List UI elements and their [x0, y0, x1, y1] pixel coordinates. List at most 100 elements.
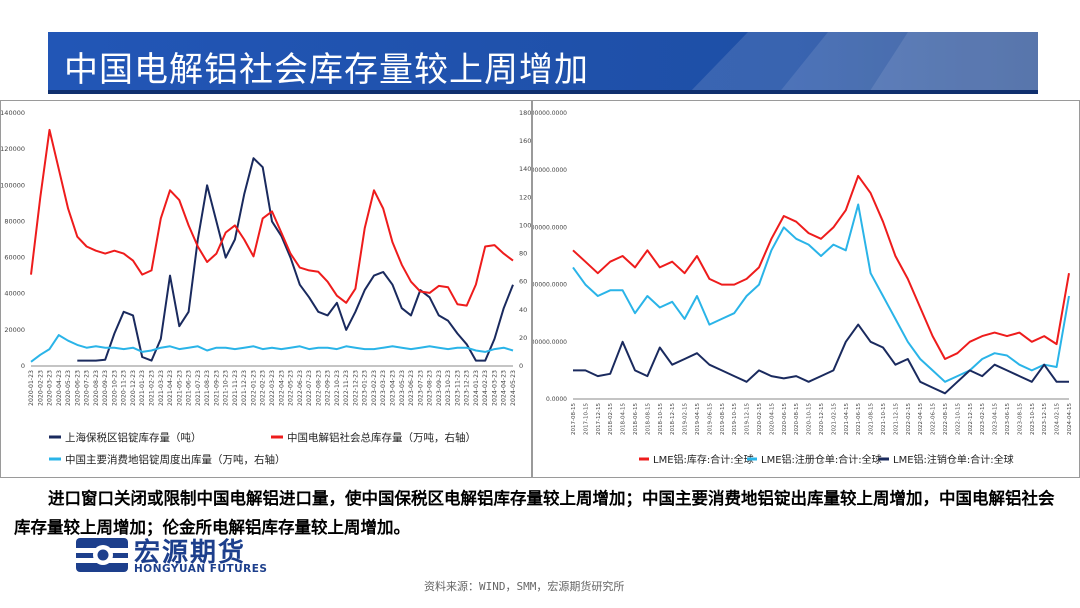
x-axis-tick-label: 2022-05-23 — [288, 370, 295, 406]
x-axis-tick-label: 2023-01-23 — [362, 370, 369, 406]
x-axis-tick-label: 2019-12-15 — [745, 403, 751, 435]
x-axis-tick-label: 2024-02-15 — [1055, 403, 1061, 435]
x-axis-tick-label: 2020-05-23 — [65, 370, 72, 406]
x-axis-tick-label: 2023-02-23 — [371, 370, 378, 406]
x-axis-tick-label: 2021-10-15 — [881, 403, 887, 435]
x-axis-tick-label: 2023-08-23 — [427, 370, 434, 406]
data-source: 资料来源：WIND，SMM，宏源期货研究所 — [424, 580, 625, 593]
logo-icon — [74, 538, 132, 572]
legend-label: 中国主要消费地铝锭周度出库量（万吨，右轴） — [65, 453, 286, 466]
x-axis-tick-label: 2018-12-15 — [670, 403, 676, 435]
x-axis-tick-label: 2021-10-23 — [223, 370, 230, 406]
right-axis-tick-label: 140 — [519, 165, 531, 173]
left-axis-tick-label: 100000 — [1, 181, 25, 189]
x-axis-tick-label: 2020-04-23 — [56, 370, 63, 406]
right-axis-tick-label: 80 — [519, 250, 527, 258]
x-axis-tick-label: 2020-02-15 — [757, 403, 763, 435]
x-axis-tick-label: 2022-07-23 — [306, 370, 313, 406]
x-axis-tick-label: 2020-03-23 — [47, 370, 54, 406]
x-axis-tick-label: 2021-07-23 — [195, 370, 202, 406]
right-axis-tick-label: 120 — [519, 193, 531, 201]
x-axis-tick-label: 2022-12-23 — [352, 370, 359, 406]
x-axis-tick-label: 2023-06-15 — [1005, 403, 1011, 435]
left-chart-panel: 0 20000 40000 60000 80000 100000 120000 140000 0… — [0, 100, 532, 478]
x-axis-tick-label: 2023-11-23 — [454, 370, 461, 406]
x-axis-tick-label: 2021-08-23 — [204, 370, 211, 406]
summary-text: 进口窗口关闭或限制中国电解铝进口量，使中国保税区电解铝库存量较上周增加；中国主要… — [14, 489, 1055, 537]
left-axis-tick-label: 0.0000 — [546, 396, 567, 403]
x-axis-tick-label: 2018-02-15 — [608, 403, 614, 435]
x-axis-tick-label: 2020-06-15 — [782, 403, 788, 435]
banner-background — [48, 32, 1038, 94]
x-axis-tick-label: 2022-04-23 — [278, 370, 285, 406]
x-axis-tick-label: 2019-08-15 — [720, 403, 726, 435]
x-axis-tick-label: 2020-07-23 — [84, 370, 91, 406]
x-axis-tick-label: 2020-04-15 — [769, 403, 775, 435]
x-axis-tick-label: 2023-08-15 — [1017, 403, 1023, 435]
x-axis-tick-label: 2019-02-15 — [683, 403, 689, 435]
x-axis-tick-label: 2021-12-15 — [893, 403, 899, 435]
x-axis-tick-label: 2021-04-23 — [167, 370, 174, 406]
x-axis-tick-label: 2021-06-15 — [856, 403, 862, 435]
x-axis-tick-label: 2022-10-15 — [955, 403, 961, 435]
x-axis-tick-label: 2020-01-23 — [28, 370, 35, 406]
left-axis-tick-label: 80000 — [4, 217, 25, 225]
x-axis-tick-label: 2021-06-23 — [186, 370, 193, 406]
right-axis-tick-label: 180 — [519, 109, 531, 117]
x-axis-tick-label: 2024-01-23 — [473, 370, 480, 406]
x-axis-tick-label: 2020-12-15 — [819, 403, 825, 435]
x-axis-tick-label: 2021-02-15 — [831, 403, 837, 435]
left-axis-tick-label: 2500000.0000 — [533, 110, 567, 117]
x-axis-tick-label: 2023-05-23 — [399, 370, 406, 406]
x-axis-tick-label: 2024-04-15 — [1067, 403, 1073, 435]
left-axis-tick-label: 60000 — [4, 254, 25, 262]
x-axis-tick-label: 2022-08-15 — [943, 403, 949, 435]
x-axis-tick-label: 2021-12-23 — [241, 370, 248, 406]
series-line-0 — [572, 174, 1070, 360]
legend-label: LME铝:注册仓单:合计:全球 — [761, 453, 882, 466]
logo-chinese-name: 宏源期货 — [134, 538, 247, 568]
lme-inventory-chart: 0.0000 500000.0000 1000000.0000 1500000.000… — [533, 110, 1073, 466]
x-axis-tick-label: 2018-10-15 — [658, 403, 664, 435]
legend-label: 中国电解铝社会总库存量（万吨，右轴） — [287, 431, 476, 444]
x-axis-tick-label: 2023-12-23 — [464, 370, 471, 406]
x-axis-tick-label: 2018-04-15 — [621, 403, 627, 435]
x-axis-tick-label: 2023-04-15 — [993, 403, 999, 435]
left-axis-tick-label: 2000000.0000 — [533, 167, 567, 174]
left-axis-tick-label: 140000 — [1, 109, 25, 117]
x-axis-tick-label: 2019-10-15 — [732, 403, 738, 435]
x-axis-tick-label: 2020-12-23 — [130, 370, 137, 406]
x-axis-tick-label: 2021-02-23 — [149, 370, 156, 406]
x-axis-tick-label: 2022-10-23 — [334, 370, 341, 406]
x-axis-tick-label: 2024-02-23 — [482, 370, 489, 406]
right-axis-tick-label: 40 — [519, 306, 527, 314]
x-axis-tick-label: 2022-06-15 — [931, 403, 937, 435]
x-axis-tick-label: 2023-12-15 — [1042, 403, 1048, 435]
x-axis-tick-label: 2020-11-23 — [121, 370, 128, 406]
x-axis-tick-label: 2024-03-23 — [491, 370, 498, 406]
left-axis-tick-label: 20000 — [4, 326, 25, 334]
left-axis-tick-label: 0 — [21, 362, 25, 370]
x-axis-tick-label: 2023-10-23 — [445, 370, 452, 406]
left-axis-tick-label: 40000 — [4, 290, 25, 298]
right-chart-panel: 0.0000 500000.0000 1000000.0000 1500000.000… — [532, 100, 1080, 478]
x-axis-tick-label: 2022-08-23 — [315, 370, 322, 406]
right-axis-tick-label: 60 — [519, 278, 527, 286]
left-axis-tick-label: 120000 — [1, 145, 25, 153]
x-axis-tick-label: 2019-04-15 — [695, 403, 701, 435]
x-axis-tick-label: 2022-11-23 — [343, 370, 350, 406]
legend-label: LME铝:注销仓单:合计:全球 — [893, 453, 1014, 466]
x-axis-tick-label: 2022-12-15 — [968, 403, 974, 435]
page-title: 中国电解铝社会库存量较上周增加 — [64, 50, 589, 90]
x-axis-tick-label: 2017-08-15 — [571, 403, 577, 435]
x-axis-tick-label: 2021-08-15 — [869, 403, 875, 435]
title-banner: 中国电解铝社会库存量较上周增加 — [48, 32, 1038, 94]
x-axis-tick-label: 2022-09-23 — [325, 370, 332, 406]
x-axis-tick-label: 2022-01-23 — [250, 370, 257, 406]
bonded-social-inventory-chart: 0 20000 40000 60000 80000 100000 120000 140000 0… — [1, 109, 531, 466]
x-axis-tick-label: 2017-12-15 — [596, 403, 602, 435]
x-axis-tick-label: 2017-10-15 — [583, 403, 589, 435]
right-axis-tick-label: 100 — [519, 221, 531, 229]
x-axis-tick-label: 2021-05-23 — [176, 370, 183, 406]
x-axis-tick-label: 2023-04-23 — [390, 370, 397, 406]
